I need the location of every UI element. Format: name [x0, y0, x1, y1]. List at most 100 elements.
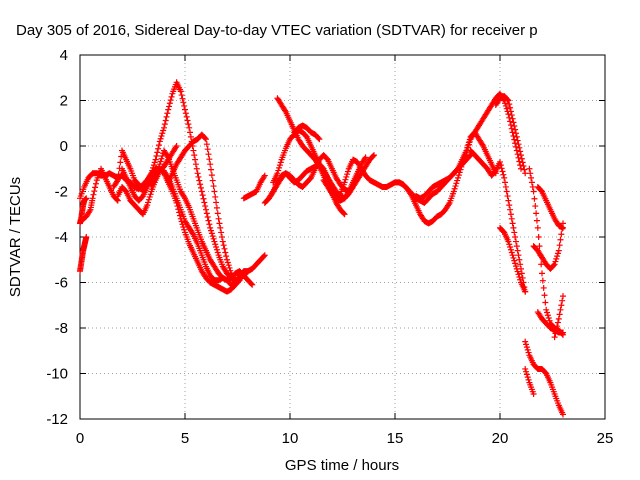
- data-point: [528, 179, 535, 186]
- data-point: [479, 141, 486, 148]
- data-point: [455, 172, 462, 179]
- data-point: [559, 297, 566, 304]
- data-point: [536, 243, 543, 250]
- data-point: [150, 162, 157, 169]
- data-point: [249, 281, 256, 288]
- data-point: [514, 247, 521, 254]
- data-point: [533, 210, 540, 217]
- data-point: [511, 229, 518, 236]
- data-point: [509, 115, 516, 122]
- data-point: [276, 164, 283, 171]
- y-tick-label: 4: [60, 47, 68, 64]
- data-point: [224, 259, 231, 266]
- data-point: [503, 188, 510, 195]
- data-point: [539, 277, 546, 284]
- data-point: [513, 265, 520, 272]
- data-point: [176, 212, 183, 219]
- x-tick-label: 15: [387, 430, 404, 447]
- data-point: [530, 390, 537, 397]
- data-point: [518, 270, 525, 277]
- data-point: [178, 218, 185, 225]
- data-point: [150, 164, 157, 171]
- data-point: [154, 149, 161, 156]
- data-point: [206, 221, 213, 228]
- x-tick-label: 10: [282, 430, 299, 447]
- data-point: [507, 211, 514, 218]
- data-point: [344, 168, 351, 175]
- data-point: [505, 197, 512, 204]
- data-point: [507, 104, 514, 111]
- data-point: [155, 142, 162, 149]
- data-point: [245, 268, 251, 275]
- x-axis-label: GPS time / hours: [285, 457, 399, 474]
- data-point: [553, 326, 560, 333]
- data-point: [465, 142, 472, 149]
- data-point: [554, 319, 561, 326]
- data-point: [177, 215, 184, 222]
- data-point: [226, 264, 233, 271]
- data-point: [212, 241, 219, 248]
- data-point: [219, 238, 226, 245]
- data-point: [315, 135, 322, 142]
- data-point: [510, 224, 517, 231]
- data-point: [203, 141, 210, 148]
- data-point: [209, 233, 216, 240]
- data-point: [159, 153, 166, 160]
- data-point: [183, 113, 190, 120]
- data-point: [165, 106, 172, 113]
- data-point: [535, 234, 542, 240]
- y-tick-label: -10: [46, 366, 68, 383]
- data-point: [519, 159, 526, 166]
- data-point: [181, 102, 188, 109]
- data-series: [320, 154, 369, 204]
- data-point: [503, 105, 510, 112]
- data-point: [160, 127, 167, 134]
- data-point: [539, 270, 545, 277]
- data-point: [498, 165, 505, 172]
- data-point: [212, 193, 219, 200]
- data-point: [506, 241, 513, 248]
- data-point: [523, 371, 530, 378]
- data-point: [505, 97, 512, 104]
- data-series: [522, 365, 537, 397]
- data-point: [174, 203, 181, 210]
- data-point: [559, 225, 566, 232]
- data-point: [512, 260, 519, 267]
- data-series: [78, 165, 121, 225]
- data-point: [207, 224, 214, 231]
- data-point: [524, 374, 531, 381]
- data-point: [205, 217, 212, 224]
- data-point: [528, 174, 535, 181]
- data-point: [113, 196, 120, 203]
- data-point: [522, 338, 529, 345]
- data-point: [163, 113, 170, 120]
- data-point: [450, 188, 457, 195]
- x-tick-label: 20: [492, 430, 509, 447]
- data-point: [407, 191, 414, 198]
- data-point: [523, 368, 530, 375]
- data-point: [225, 262, 232, 269]
- data-point: [560, 220, 566, 227]
- data-point: [542, 299, 549, 306]
- data-point: [532, 203, 539, 210]
- data-point: [507, 206, 514, 213]
- data-point: [210, 235, 217, 242]
- data-series: [467, 147, 529, 295]
- data-point: [466, 153, 473, 160]
- data-point: [534, 224, 541, 231]
- data-point: [218, 234, 225, 240]
- grid-lines: [80, 55, 605, 419]
- data-point: [451, 185, 458, 192]
- data-point: [177, 88, 184, 95]
- data-series: [291, 122, 323, 143]
- data-point: [185, 121, 192, 128]
- data-point: [203, 210, 210, 217]
- data-point: [205, 151, 212, 158]
- data-point: [504, 193, 511, 200]
- y-tick-label: 2: [60, 93, 68, 110]
- data-point: [180, 99, 187, 106]
- data-point: [218, 229, 225, 236]
- data-point: [217, 224, 224, 231]
- data-point: [507, 246, 514, 253]
